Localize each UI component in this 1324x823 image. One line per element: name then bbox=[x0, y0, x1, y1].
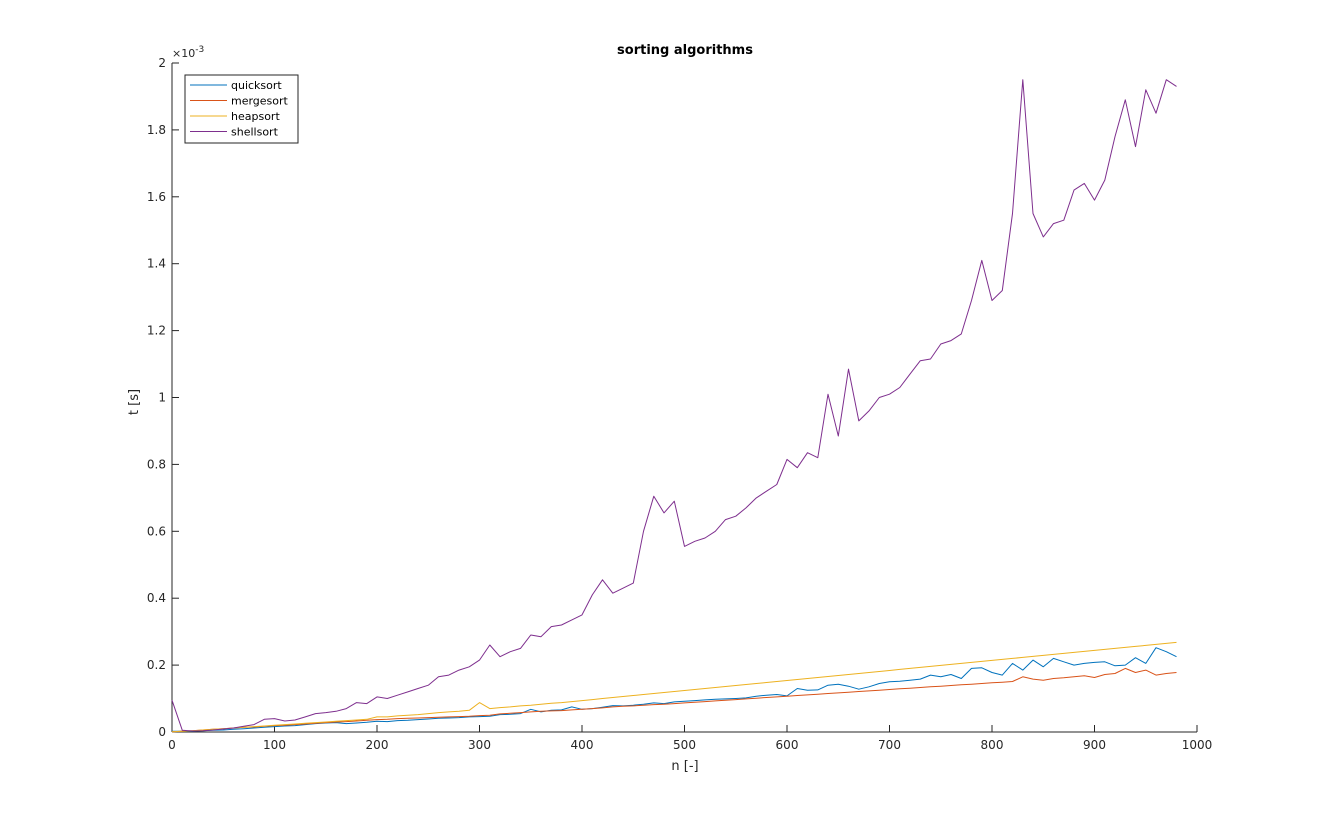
y-axis-multiplier-base: ×10 bbox=[172, 47, 195, 60]
y-tick-label: 1.4 bbox=[147, 257, 166, 271]
x-tick-label: 400 bbox=[571, 738, 594, 752]
x-tick-label: 900 bbox=[1083, 738, 1106, 752]
y-tick-label: 0.4 bbox=[147, 591, 166, 605]
legend-label-quicksort: quicksort bbox=[231, 79, 282, 92]
series-layer bbox=[171, 79, 1177, 733]
y-tick-label: 2 bbox=[158, 56, 166, 70]
y-tick-label: 0.2 bbox=[147, 658, 166, 672]
series-line-shellsort bbox=[171, 79, 1177, 732]
y-tick-label: 1.2 bbox=[147, 324, 166, 338]
y-tick-label: 1.6 bbox=[147, 190, 166, 204]
y-tick-label: 0.6 bbox=[147, 524, 166, 538]
series-line-heapsort bbox=[171, 641, 1177, 733]
y-tick-label: 1 bbox=[158, 391, 166, 405]
x-tick-label: 300 bbox=[468, 738, 491, 752]
x-tick-label: 1000 bbox=[1182, 738, 1213, 752]
x-tick-label: 800 bbox=[981, 738, 1004, 752]
x-axis-label: n [-] bbox=[671, 759, 698, 774]
x-tick-label: 0 bbox=[168, 738, 176, 752]
y-axis-multiplier: ×10-3 bbox=[172, 45, 204, 60]
x-tick-label: 200 bbox=[366, 738, 389, 752]
x-tick-label: 700 bbox=[878, 738, 901, 752]
series-line-quicksort bbox=[172, 647, 1177, 732]
axes: 0 100 200 300 400 500 600 700 800 900 1000 0 0.2 0.4 0… bbox=[147, 56, 1212, 752]
series-line-mergesort bbox=[171, 667, 1177, 733]
x-tick-label: 500 bbox=[673, 738, 696, 752]
chart-title: sorting algorithms bbox=[617, 43, 753, 58]
y-tick-label: 1.8 bbox=[147, 123, 166, 137]
y-tick-label: 0.8 bbox=[147, 457, 166, 471]
legend-label-shellsort: shellsort bbox=[231, 126, 279, 139]
legend-label-mergesort: mergesort bbox=[231, 95, 289, 108]
x-tick-label: 600 bbox=[776, 738, 799, 752]
x-tick-label: 100 bbox=[263, 738, 286, 752]
y-tick-label: 0 bbox=[158, 725, 166, 739]
legend: quicksort mergesort heapsort shellsort bbox=[184, 74, 299, 144]
legend-label-heapsort: heapsort bbox=[231, 110, 280, 123]
y-axis-multiplier-exponent: -3 bbox=[195, 45, 204, 55]
y-axis-label: t [s] bbox=[127, 389, 142, 415]
